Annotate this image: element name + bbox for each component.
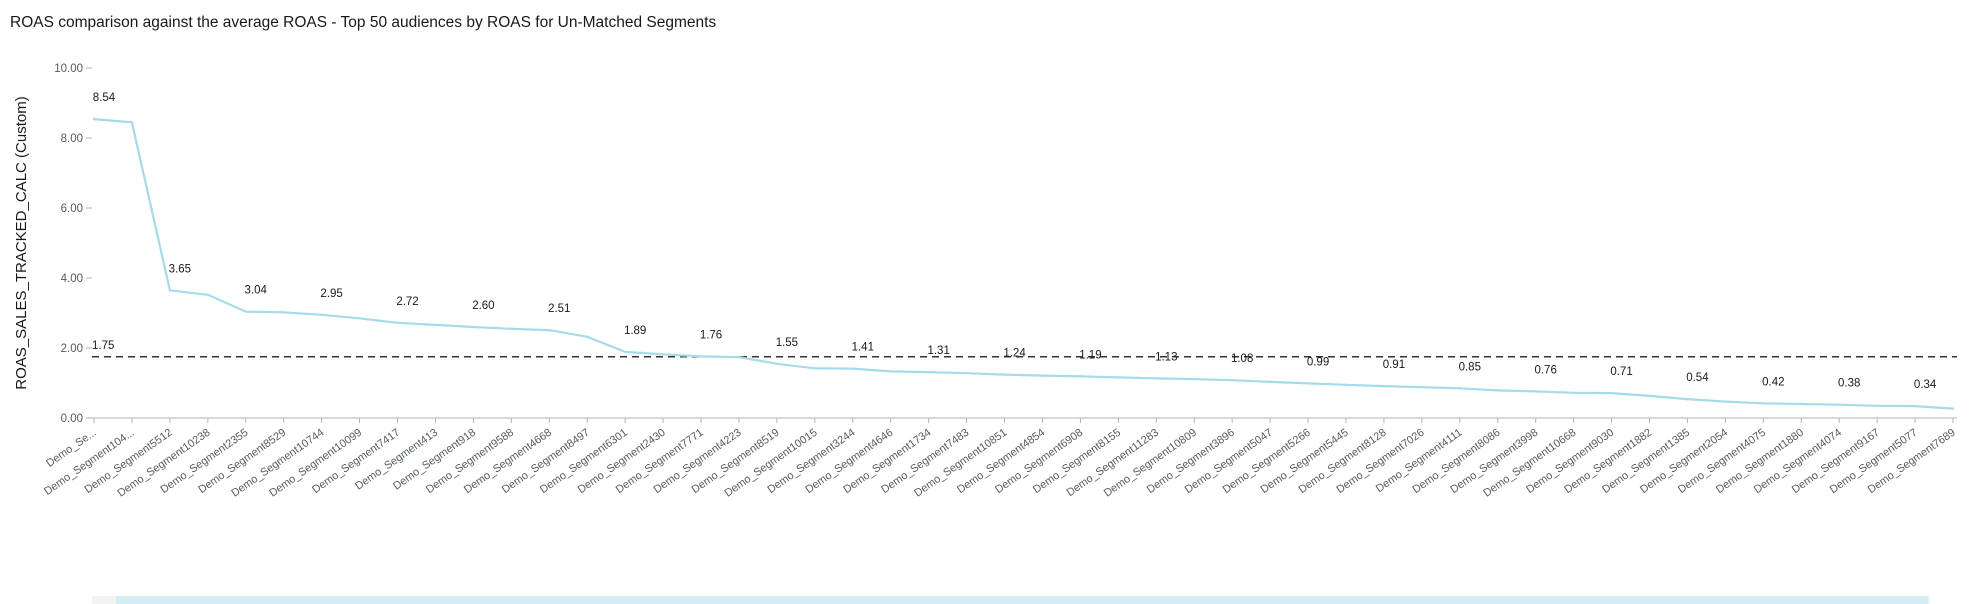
data-label: 1.19	[1079, 349, 1101, 361]
data-point	[1420, 386, 1424, 389]
data-point	[244, 310, 247, 313]
y-tick-label: 8.00	[61, 133, 83, 145]
data-point	[1268, 380, 1272, 384]
data-point	[851, 367, 854, 370]
data-label: 1.31	[927, 345, 949, 357]
roas-series	[92, 117, 1955, 410]
x-axis: Demo_Se...Demo_Segment104...Demo_Segment…	[42, 417, 1958, 500]
data-point	[282, 311, 285, 314]
data-point	[775, 362, 779, 365]
data-label: 0.54	[1686, 372, 1709, 384]
data-point	[1041, 374, 1044, 377]
data-point	[1117, 376, 1120, 379]
data-label: 1.76	[700, 329, 722, 341]
data-point	[358, 317, 361, 320]
data-point	[889, 370, 892, 373]
data-point	[92, 117, 96, 121]
data-point	[1079, 375, 1082, 378]
data-label: 2.95	[320, 288, 342, 300]
data-point	[1230, 379, 1234, 382]
data-point	[586, 335, 589, 338]
data-point	[1344, 383, 1348, 386]
data-point	[1951, 407, 1955, 410]
series-line	[93, 118, 1954, 410]
data-point	[1648, 394, 1651, 398]
data-point	[1496, 389, 1499, 392]
data-label: 1.55	[776, 337, 798, 349]
data-label: 2.51	[548, 303, 570, 315]
data-point	[661, 353, 665, 356]
data-point	[548, 328, 551, 332]
y-axis: ROAS_SALES_TRACKED_CALC (Custom) 0.00 2.00…	[13, 63, 92, 425]
data-label: 1.13	[1155, 351, 1177, 363]
data-point	[130, 121, 134, 124]
data-point	[168, 289, 172, 292]
data-point	[1837, 403, 1841, 406]
data-point	[206, 293, 210, 296]
data-label: 3.65	[169, 263, 191, 275]
reference-line-label: 1.75	[92, 340, 114, 352]
data-point	[1800, 402, 1803, 406]
data-label: 0.34	[1914, 379, 1937, 391]
data-point	[1003, 373, 1006, 376]
data-label: 0.85	[1459, 361, 1481, 373]
data-point	[1534, 390, 1537, 393]
chart-title: ROAS comparison against the average ROAS…	[10, 14, 717, 31]
data-point	[623, 350, 627, 354]
average-reference-line: 1.75	[92, 340, 1957, 358]
y-tick-label: 6.00	[61, 203, 83, 215]
data-label: 0.99	[1307, 356, 1329, 368]
data-label: 3.04	[245, 285, 268, 297]
data-point	[737, 355, 741, 359]
data-point	[1572, 391, 1575, 394]
data-label: 1.24	[1003, 348, 1026, 360]
data-label: 0.42	[1762, 376, 1784, 388]
data-point	[1306, 382, 1310, 385]
data-point	[396, 321, 399, 324]
data-point	[1193, 377, 1196, 381]
data-label: 0.38	[1838, 378, 1860, 390]
data-point	[1458, 387, 1461, 390]
data-labels: 8.54 3.65 3.04 2.95 2.72 2.60 2.51 1.89 1.76 1.55…	[93, 92, 1937, 391]
data-point	[1762, 402, 1765, 405]
data-point	[1913, 404, 1917, 408]
y-tick-label: 4.00	[61, 273, 83, 285]
data-label: 8.54	[93, 92, 116, 104]
y-tick-label: 10.00	[54, 63, 83, 75]
y-tick-label: 0.00	[61, 413, 83, 425]
data-point	[927, 370, 930, 374]
data-point	[699, 355, 703, 358]
data-label: 2.60	[472, 300, 494, 312]
data-label: 0.91	[1383, 359, 1405, 371]
data-point	[1382, 384, 1386, 388]
data-point	[813, 367, 817, 370]
data-label: 0.71	[1610, 366, 1632, 378]
data-point	[434, 323, 437, 327]
data-label: 0.76	[1534, 364, 1556, 376]
y-tick-label: 2.00	[61, 343, 83, 355]
data-label: 2.72	[396, 296, 418, 308]
data-point	[510, 327, 513, 330]
data-point	[965, 372, 968, 375]
data-label: 1.41	[852, 342, 874, 354]
data-label: 1.89	[624, 325, 646, 337]
data-point	[1155, 377, 1158, 380]
data-point	[1724, 400, 1727, 403]
data-point	[1610, 391, 1613, 395]
y-axis-title: ROAS_SALES_TRACKED_CALC (Custom)	[13, 96, 30, 389]
data-point	[320, 313, 323, 316]
data-point	[1875, 404, 1879, 407]
data-label: 1.08	[1231, 353, 1253, 365]
data-point	[1686, 397, 1689, 401]
horizontal-scrollbar-thumb[interactable]	[116, 596, 1928, 604]
data-point	[472, 325, 475, 329]
